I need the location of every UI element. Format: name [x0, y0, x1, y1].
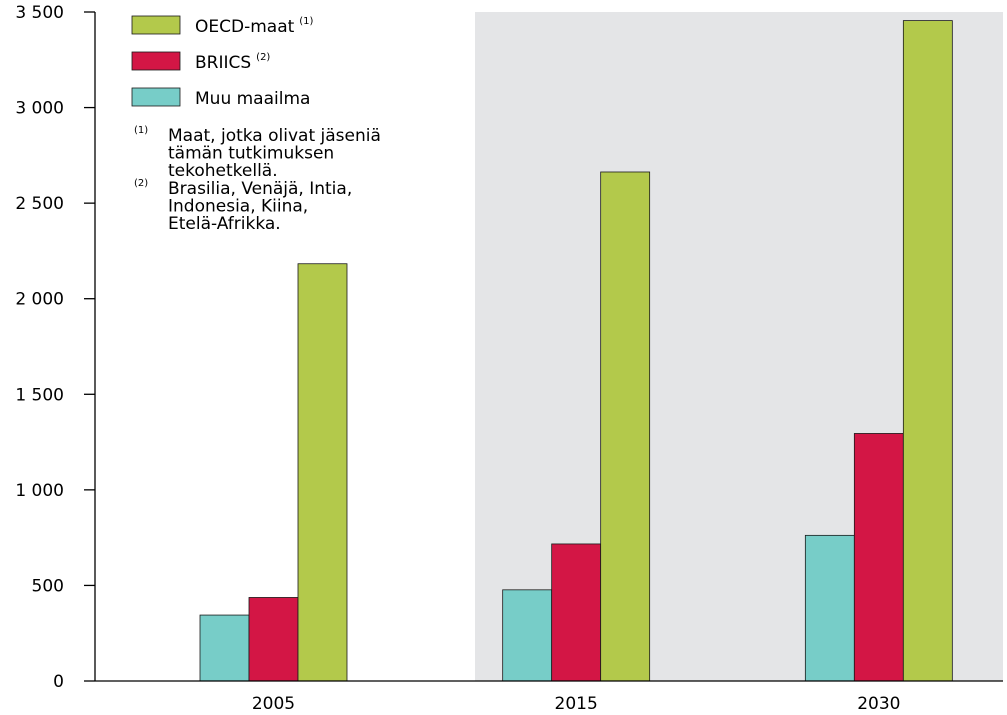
bars [199, 20, 953, 682]
bar-briics-2015 [551, 543, 602, 682]
y-axis-ticks: 0 500 1 000 1 500 2 000 2 500 3 000 3 500 [15, 3, 95, 692]
footnote-line: tämän tutkimuksen [168, 144, 334, 164]
bar-briics-2005 [248, 597, 299, 682]
y-tick-label: 0 [53, 672, 64, 692]
bar-muu-maailma-2030 [804, 534, 855, 682]
legend-swatch [131, 87, 181, 107]
legend-footnote-marker: (2) [256, 52, 270, 63]
footnote-line: tekohetkellä. [168, 161, 278, 181]
footnote-line: Maat, jotka olivat jäseniä [168, 126, 381, 146]
x-axis-categories: 2005 2015 2030 [252, 694, 901, 714]
bar-oecd-maat-2005 [297, 263, 348, 682]
y-tick-label: 1 000 [15, 481, 64, 501]
bar-oecd-maat-2015 [600, 171, 651, 682]
legend-swatch [131, 51, 181, 71]
legend-label: Muu maailma [195, 89, 310, 109]
y-tick-label: 3 500 [15, 3, 64, 23]
legend: OECD-maat (1) BRIICS (2) Muu maailma [131, 15, 314, 109]
y-tick-label: 3 000 [15, 99, 64, 119]
footnote-marker: (1) [134, 125, 148, 136]
footnote-line: Etelä-Afrikka. [168, 214, 281, 234]
x-category-label: 2005 [252, 694, 295, 714]
legend-label: BRIICS [195, 53, 251, 73]
y-tick-label: 2 500 [15, 194, 64, 214]
footnote-line: Brasilia, Venäjä, Intia, [168, 179, 352, 199]
legend-swatch [131, 15, 181, 35]
legend-footnote-marker: (1) [299, 16, 313, 27]
x-category-label: 2030 [857, 694, 900, 714]
y-tick-label: 500 [32, 576, 64, 596]
footnote-marker: (2) [134, 178, 148, 189]
bar-muu-maailma-2005 [199, 614, 250, 682]
bar-muu-maailma-2015 [502, 589, 553, 682]
legend-label: OECD-maat [195, 17, 295, 37]
y-tick-label: 2 000 [15, 290, 64, 310]
bar-oecd-maat-2030 [902, 20, 953, 682]
footnote-line: Indonesia, Kiina, [168, 197, 308, 217]
bar-briics-2030 [853, 433, 904, 682]
y-tick-label: 1 500 [15, 385, 64, 405]
x-category-label: 2015 [555, 694, 598, 714]
